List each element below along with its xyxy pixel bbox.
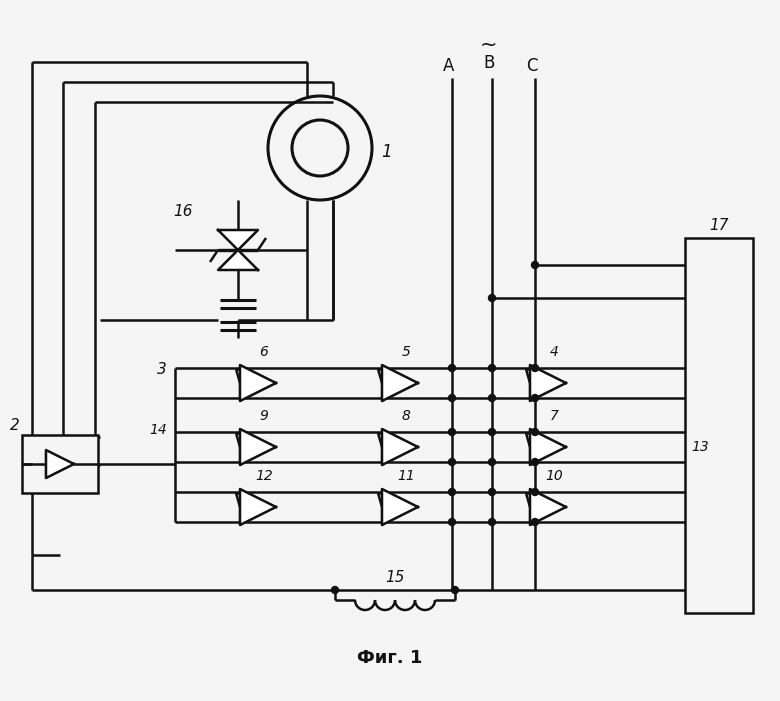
Text: 2: 2 <box>10 418 20 433</box>
Text: B: B <box>484 54 495 72</box>
Bar <box>685 238 753 613</box>
Circle shape <box>531 489 538 496</box>
Text: 17: 17 <box>709 219 729 233</box>
Bar <box>22 435 98 493</box>
Polygon shape <box>530 489 566 525</box>
Text: 11: 11 <box>397 469 415 483</box>
Circle shape <box>448 489 456 496</box>
Text: C: C <box>526 57 537 75</box>
Text: ~: ~ <box>480 35 498 55</box>
Text: 15: 15 <box>385 571 405 585</box>
Text: 7: 7 <box>550 409 558 423</box>
Polygon shape <box>218 230 258 250</box>
Circle shape <box>488 458 495 465</box>
Circle shape <box>452 587 459 594</box>
Circle shape <box>531 458 538 465</box>
Text: 9: 9 <box>260 409 268 423</box>
Polygon shape <box>46 450 74 478</box>
Polygon shape <box>382 429 418 465</box>
Polygon shape <box>218 250 258 270</box>
Text: 3: 3 <box>158 362 167 378</box>
Text: A: A <box>443 57 455 75</box>
Circle shape <box>488 294 495 301</box>
Circle shape <box>531 428 538 435</box>
Circle shape <box>488 519 495 526</box>
Circle shape <box>488 365 495 372</box>
Circle shape <box>448 458 456 465</box>
Circle shape <box>448 395 456 402</box>
Polygon shape <box>240 365 276 401</box>
Circle shape <box>531 365 538 372</box>
Text: Фиг. 1: Фиг. 1 <box>357 649 423 667</box>
Text: 1: 1 <box>381 143 392 161</box>
Circle shape <box>448 428 456 435</box>
Circle shape <box>488 428 495 435</box>
Circle shape <box>531 261 538 268</box>
Polygon shape <box>240 429 276 465</box>
Polygon shape <box>240 489 276 525</box>
Text: 6: 6 <box>260 345 268 359</box>
Text: 8: 8 <box>402 409 410 423</box>
Circle shape <box>488 489 495 496</box>
Text: 16: 16 <box>173 205 193 219</box>
Text: 5: 5 <box>402 345 410 359</box>
Text: 14: 14 <box>149 423 167 437</box>
Circle shape <box>488 395 495 402</box>
Polygon shape <box>530 365 566 401</box>
Text: 13: 13 <box>691 440 709 454</box>
Text: 10: 10 <box>545 469 563 483</box>
Polygon shape <box>382 489 418 525</box>
Circle shape <box>448 365 456 372</box>
Polygon shape <box>382 365 418 401</box>
Circle shape <box>531 519 538 526</box>
Text: 12: 12 <box>255 469 273 483</box>
Polygon shape <box>530 429 566 465</box>
Circle shape <box>332 587 339 594</box>
Circle shape <box>448 519 456 526</box>
Text: 4: 4 <box>550 345 558 359</box>
Circle shape <box>531 395 538 402</box>
